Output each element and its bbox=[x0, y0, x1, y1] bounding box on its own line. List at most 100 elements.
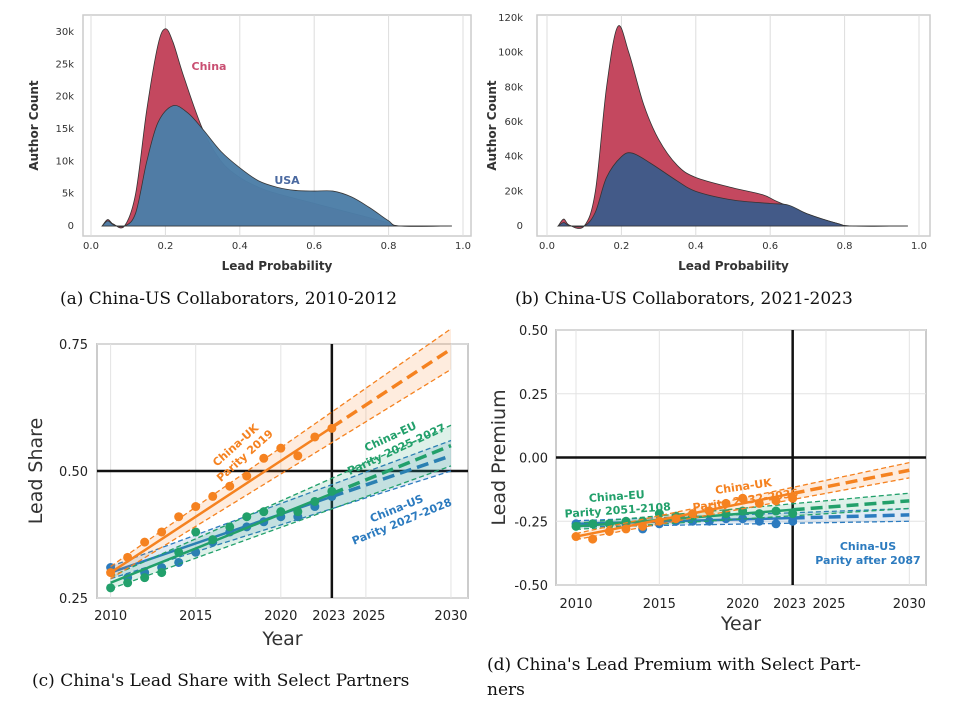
band-edge bbox=[110, 439, 452, 568]
x-tick-label: 2023 bbox=[312, 609, 345, 624]
data-point bbox=[771, 496, 781, 506]
x-tick-label: 0.4 bbox=[232, 241, 248, 252]
y-axis-label: Lead Premium bbox=[488, 389, 510, 525]
x-axis-label: Year bbox=[261, 628, 302, 650]
y-tick-label: 0 bbox=[68, 221, 74, 232]
caption: (a) China-US Collaborators, 2010-2012 bbox=[60, 289, 397, 309]
data-point bbox=[259, 453, 269, 463]
caption: (c) China's Lead Share with Select Partn… bbox=[32, 671, 409, 691]
trend-line bbox=[109, 426, 333, 574]
data-point bbox=[621, 524, 631, 534]
data-point bbox=[123, 578, 133, 588]
x-tick-label: 0.2 bbox=[157, 241, 173, 252]
projection-line bbox=[330, 347, 452, 429]
band-edge bbox=[110, 368, 452, 580]
series-label: USA bbox=[274, 174, 300, 187]
x-tick-label: 0.0 bbox=[83, 241, 99, 252]
y-tick-label: 0 bbox=[517, 221, 523, 232]
data-point bbox=[638, 521, 648, 531]
projection-line bbox=[792, 513, 910, 520]
data-point bbox=[208, 491, 218, 501]
caption: (b) China-US Collaborators, 2021-2023 bbox=[515, 289, 853, 309]
x-tick-label: 2010 bbox=[559, 597, 592, 612]
annotation-line: Parity after 2087 bbox=[815, 554, 920, 567]
data-point bbox=[788, 516, 798, 526]
x-axis-label: Lead Probability bbox=[222, 259, 333, 273]
caption-continued: ners bbox=[487, 680, 525, 700]
x-tick-label: 0.4 bbox=[688, 241, 704, 252]
series-eu: China-EUParity 2025-2027 bbox=[106, 419, 452, 593]
density-usa bbox=[556, 152, 908, 228]
band-edge bbox=[575, 477, 910, 541]
y-tick-label: 120k bbox=[498, 13, 523, 24]
data-point bbox=[225, 481, 235, 491]
x-tick-label: 2010 bbox=[94, 609, 127, 624]
y-tick-label: 100k bbox=[498, 48, 523, 59]
data-point bbox=[174, 547, 184, 557]
data-point bbox=[738, 493, 748, 503]
data-point bbox=[704, 516, 714, 526]
band-edge bbox=[110, 328, 452, 568]
y-tick-label: 0.50 bbox=[519, 324, 548, 339]
data-point bbox=[157, 527, 167, 537]
x-axis-label: Year bbox=[720, 613, 761, 635]
y-tick-label: 10k bbox=[55, 156, 74, 167]
data-point bbox=[310, 432, 320, 442]
data-point bbox=[157, 568, 167, 578]
y-tick-label: 0.00 bbox=[519, 452, 548, 467]
data-point bbox=[276, 443, 286, 453]
data-point bbox=[310, 496, 320, 506]
data-point bbox=[242, 512, 252, 522]
y-tick-label: 15k bbox=[55, 124, 74, 135]
data-point bbox=[276, 507, 286, 517]
y-tick-label: 25k bbox=[55, 59, 74, 70]
x-tick-label: 2025 bbox=[812, 597, 845, 612]
data-point bbox=[704, 506, 714, 516]
projection-line bbox=[792, 499, 910, 512]
y-tick-label: 30k bbox=[55, 27, 74, 38]
data-point bbox=[123, 552, 133, 562]
band-edge bbox=[110, 465, 452, 590]
y-tick-label: -0.25 bbox=[514, 515, 548, 530]
x-tick-label: 2020 bbox=[726, 597, 759, 612]
panel-b: 0.0 0.2 0.4 0.6 0.8 1.0 0 20k 40k 60k 80k 100k 120k L… bbox=[485, 13, 931, 309]
data-point bbox=[140, 537, 150, 547]
data-point bbox=[191, 527, 201, 537]
x-tick-label: 2023 bbox=[773, 597, 806, 612]
data-point bbox=[293, 507, 303, 517]
x-tick-label: 0.6 bbox=[762, 241, 778, 252]
x-tick-label: 0.8 bbox=[381, 241, 397, 252]
y-tick-label: 40k bbox=[504, 152, 523, 163]
x-tick-label: 2030 bbox=[893, 597, 926, 612]
panel-a: 0.0 0.2 0.4 0.6 0.8 1.0 0 5k 10k 15k 20k 25k 30k Chin… bbox=[27, 14, 472, 309]
density-usa bbox=[101, 105, 452, 228]
projection-line bbox=[331, 443, 452, 496]
data-point bbox=[259, 507, 269, 517]
y-axis-label: Lead Share bbox=[25, 418, 47, 525]
x-tick-label: 2020 bbox=[264, 609, 297, 624]
annotation-line: China-US bbox=[840, 540, 896, 553]
series-annotation: China-US Parity after 2087 bbox=[815, 540, 920, 567]
data-point bbox=[721, 498, 731, 508]
data-point bbox=[208, 535, 218, 545]
data-point bbox=[174, 557, 184, 567]
data-point bbox=[174, 512, 184, 522]
y-tick-label: 80k bbox=[504, 82, 523, 93]
x-tick-label: 2015 bbox=[179, 609, 212, 624]
y-tick-label: -0.50 bbox=[514, 579, 548, 594]
y-tick-label: 5k bbox=[62, 189, 74, 200]
data-point bbox=[106, 568, 116, 578]
x-tick-label: 0.6 bbox=[306, 241, 322, 252]
data-point bbox=[571, 532, 581, 542]
data-point bbox=[738, 514, 748, 524]
data-point bbox=[604, 526, 614, 536]
data-point bbox=[242, 471, 252, 481]
data-point bbox=[754, 516, 764, 526]
x-tick-label: 0.2 bbox=[613, 241, 629, 252]
data-point bbox=[191, 502, 201, 512]
y-tick-label: 0.75 bbox=[59, 338, 88, 353]
data-point bbox=[654, 516, 664, 526]
band-edge bbox=[110, 424, 452, 578]
panel-c: 2010 2015 2020 2023 2025 2030 0.25 0.50 0.75 Chin… bbox=[25, 328, 469, 691]
